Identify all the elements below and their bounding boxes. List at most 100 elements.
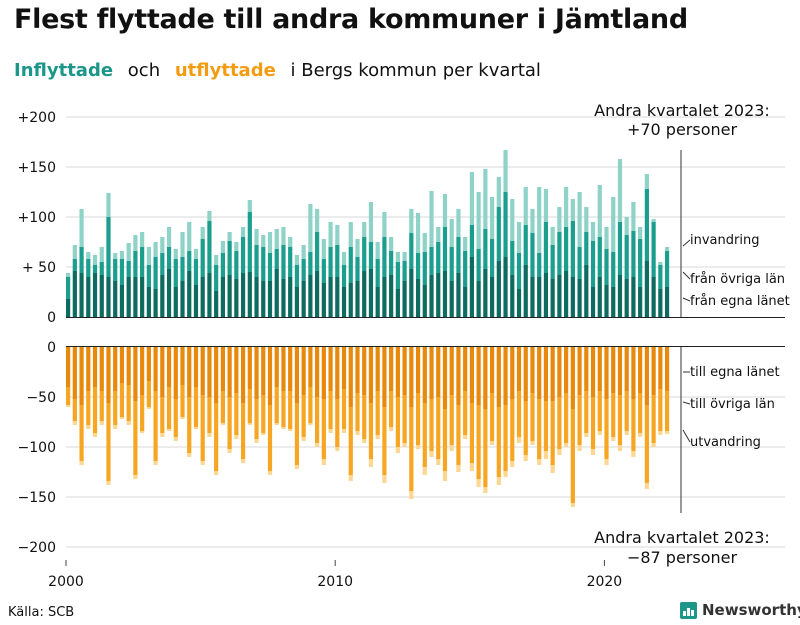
bar-in-ovriga (180, 257, 185, 281)
bar-in-invandring (180, 232, 185, 257)
bar-in-ovriga (288, 247, 293, 277)
bar-out-egna (523, 347, 528, 401)
bar-in-ovriga (66, 277, 71, 299)
bar-out-egna (79, 347, 84, 405)
bar-out-utvandring (146, 407, 151, 409)
bar-in-ovriga (624, 235, 629, 279)
bar-in-invandring (496, 177, 501, 207)
bar-out-egna (281, 347, 286, 391)
bar-in-egna (449, 281, 454, 317)
bar-out-ovriga (187, 397, 192, 453)
bar-out-ovriga (570, 409, 575, 503)
bar-out-ovriga (362, 395, 367, 439)
bar-out-ovriga (126, 385, 131, 421)
bar-out-egna (611, 347, 616, 393)
bar-in-egna (321, 283, 326, 317)
bar-in-ovriga (617, 222, 623, 275)
bar-out-ovriga (355, 393, 360, 431)
bar-in-invandring (395, 252, 400, 262)
bar-out-egna (436, 347, 441, 397)
bar-in-invandring (590, 222, 596, 241)
bar-out-ovriga (617, 395, 623, 445)
bar-out-egna (644, 347, 649, 405)
bar-in-ovriga (664, 251, 670, 287)
bar-out-ovriga (584, 391, 589, 433)
bar-out-ovriga (86, 391, 91, 425)
bar-in-invandring (362, 222, 367, 237)
y-tick-label-out: −150 (18, 490, 56, 506)
bar-out-egna (92, 347, 98, 387)
bar-out-utvandring (638, 433, 643, 437)
bar-in-egna (503, 257, 508, 317)
bar-in-egna (227, 275, 232, 317)
bar-out-utvandring (335, 447, 340, 451)
bar-in-egna (146, 287, 151, 317)
bar-out-ovriga (247, 389, 252, 423)
chart-subtitle: Inflyttade och utflyttade i Bergs kommun… (14, 60, 541, 81)
bar-out-egna (240, 347, 246, 403)
bar-in-invandring (328, 222, 333, 247)
bar-in-egna (301, 281, 306, 317)
bar-out-ovriga (496, 407, 501, 477)
bar-in-ovriga (267, 253, 273, 281)
bar-in-ovriga (543, 222, 549, 273)
bar-in-invandring (274, 229, 279, 249)
bar-out-egna (530, 347, 535, 393)
bar-out-ovriga (543, 401, 549, 451)
bar-out-ovriga (133, 401, 138, 475)
bar-in-egna (113, 281, 118, 317)
bar-out-ovriga (537, 399, 542, 459)
bar-out-egna (449, 347, 454, 395)
bar-in-egna (564, 271, 569, 317)
bar-out-utvandring (267, 471, 273, 475)
bar-in-invandring (173, 249, 178, 259)
bar-out-utvandring (422, 467, 427, 475)
bar-in-egna (166, 269, 172, 317)
bar-in-invandring (146, 247, 151, 265)
bar-in-ovriga (436, 242, 441, 273)
bar-in-egna (234, 279, 239, 317)
bar-in-egna (335, 277, 340, 317)
bar-in-egna (496, 261, 501, 317)
bar-in-egna (288, 277, 293, 317)
bar-in-ovriga (496, 207, 501, 261)
bar-out-utvandring (389, 427, 394, 431)
bar-out-utvandring (86, 425, 91, 429)
bar-out-utvandring (348, 475, 353, 481)
bar-out-egna (510, 347, 515, 399)
bar-in-invandring (240, 227, 246, 237)
bar-out-egna (200, 347, 205, 395)
bar-out-utvandring (153, 461, 158, 465)
bar-out-egna (389, 347, 394, 391)
bar-out-ovriga (294, 403, 300, 465)
bar-in-ovriga (187, 251, 192, 271)
bar-out-egna (335, 347, 340, 399)
bar-out-egna (315, 347, 320, 397)
annotation-in-line1: Andra kvartalet 2023: (594, 101, 770, 120)
bar-out-egna (624, 347, 629, 391)
bar-out-egna (577, 347, 582, 395)
bar-in-ovriga (166, 247, 172, 269)
bar-in-invandring (577, 192, 582, 247)
bar-out-utvandring (429, 451, 434, 457)
bar-in-invandring (597, 185, 602, 237)
bar-in-egna (557, 275, 562, 317)
bar-in-invandring (658, 262, 663, 265)
bar-in-ovriga (644, 189, 649, 261)
bar-out-ovriga (66, 387, 71, 405)
bar-in-ovriga (200, 239, 205, 277)
bar-in-invandring (79, 209, 84, 247)
bar-in-ovriga (153, 257, 158, 289)
bar-out-egna (341, 347, 347, 389)
bar-in-ovriga (469, 225, 474, 257)
bar-in-invandring (489, 197, 495, 239)
bar-out-egna (564, 347, 569, 393)
bar-in-ovriga (389, 251, 394, 275)
bar-in-ovriga (557, 232, 562, 275)
bar-out-egna (247, 347, 252, 389)
bar-out-utvandring (503, 471, 508, 477)
bar-out-utvandring (220, 423, 225, 425)
bar-in-ovriga (254, 245, 259, 277)
bar-in-egna (429, 275, 434, 317)
bar-in-invandring (510, 199, 515, 241)
